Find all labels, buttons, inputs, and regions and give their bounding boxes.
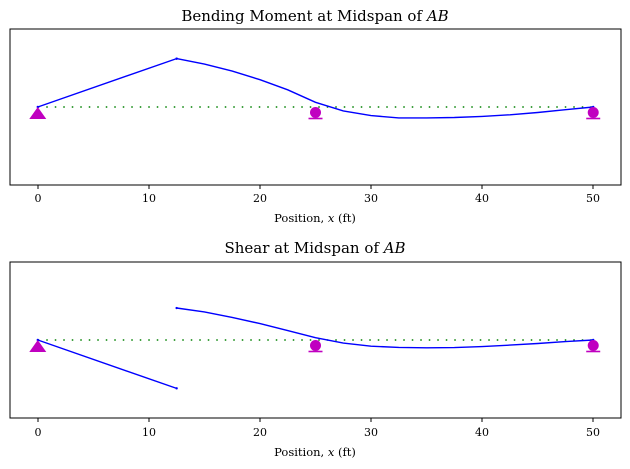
pin-support-marker [29,340,47,352]
moment-x-axis-label: Position, x (ft) [274,211,356,225]
shear-x-ticks [37,418,594,422]
roller-wheel [310,107,321,118]
x-tick-label: 10 [142,192,156,205]
x-tick-label: 40 [475,426,489,439]
roller-wheel [587,107,599,118]
shear-data-marks [29,306,601,390]
x-tick-label: 30 [364,192,378,205]
moment-chart-title: Bending Moment at Midspan of AB [181,7,448,25]
shear-x-tick-labels: 0 10 20 30 40 50 [35,426,601,439]
data-point [175,57,178,60]
roller-wheel [310,340,321,351]
moment-data-marks [29,57,601,120]
x-tick-label: 50 [586,192,600,205]
x-tick-label: 30 [364,426,378,439]
x-tick-label: 0 [35,192,42,205]
influence-line-segment-2 [176,307,594,349]
roller-wheel [587,340,599,351]
moment-plot-frame [9,28,622,186]
data-point [175,306,178,310]
x-tick-label: 20 [253,426,267,439]
influence-line-segment-1 [37,57,177,108]
shear-chart-title: Shear at Midspan of AB [224,239,405,257]
x-tick-label: 20 [253,192,267,205]
data-point [175,387,178,390]
roller-support-marker [308,107,323,120]
moment-panel: Bending Moment at Midspan of AB 0 10 20 … [9,7,622,225]
influence-line-segment-1 [37,339,177,390]
x-tick-label: 10 [142,426,156,439]
pin-support-marker [29,107,47,119]
moment-x-ticks [37,185,594,189]
roller-support-marker [586,107,601,120]
roller-support-marker [308,340,323,353]
x-tick-label: 50 [586,426,600,439]
roller-support-marker [586,340,601,353]
influence-line-segment-2 [176,57,594,119]
x-tick-label: 40 [475,192,489,205]
shear-x-axis-label: Position, x (ft) [274,445,356,459]
shear-plot-frame [9,261,622,419]
x-tick-label: 0 [35,426,42,439]
shear-panel: Shear at Midspan of AB 0 10 20 30 40 50 … [9,239,622,459]
moment-x-tick-labels: 0 10 20 30 40 50 [35,192,601,205]
